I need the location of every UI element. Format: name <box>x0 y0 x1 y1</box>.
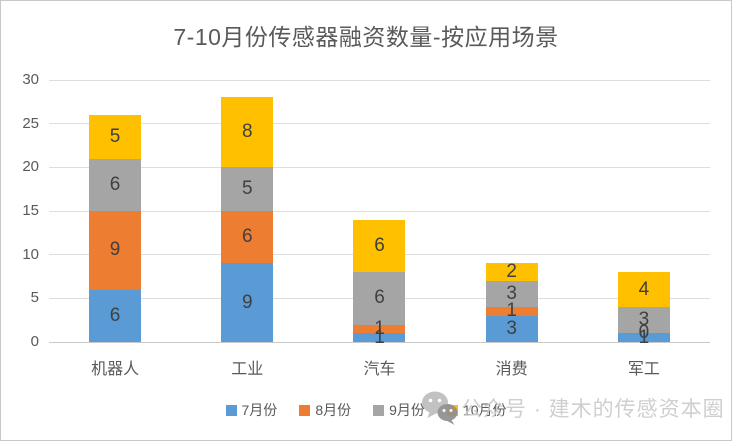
legend-item: 8月份 <box>299 400 351 420</box>
x-axis-line <box>49 341 710 343</box>
stacked-bar: 9 6 5 8 <box>221 97 274 342</box>
legend-marker <box>225 404 237 416</box>
chart-title: 7-10月份传感器融资数量-按应用场景 <box>173 24 559 50</box>
legend-marker <box>299 404 311 416</box>
legend: 7月份 8月份 9月份 10月份 <box>1 399 731 421</box>
x-axis-label: 工业 <box>231 361 264 378</box>
data-label: 3 <box>638 309 650 331</box>
bar-segment: 6 <box>353 272 406 325</box>
y-tick-label: 25 <box>22 114 39 132</box>
bar-segment: 1 <box>353 318 406 339</box>
bar-segment: 3 <box>485 280 538 308</box>
data-label: 6 <box>374 287 385 309</box>
legend-label: 10月份 <box>462 402 507 418</box>
data-label: 1 <box>638 326 650 348</box>
bar-segment: 5 <box>221 167 274 211</box>
data-label: 9 <box>241 291 253 313</box>
y-tick-label: 30 <box>22 71 39 88</box>
data-label: 6 <box>109 304 121 326</box>
bar-segment: 8 <box>221 97 274 168</box>
data-label: 2 <box>506 261 517 283</box>
legend-marker <box>373 404 385 416</box>
data-label: 6 <box>241 226 253 248</box>
bar-segment: 1 <box>353 327 406 348</box>
data-label: 3 <box>506 282 517 304</box>
wechat-icon <box>422 391 458 425</box>
data-label: 6 <box>109 173 121 195</box>
data-label: 9 <box>109 239 121 261</box>
y-tick-label: 0 <box>30 333 39 350</box>
y-tick-label: 5 <box>30 289 39 307</box>
bar-segment: 4 <box>617 272 670 308</box>
data-label: 1 <box>506 300 517 322</box>
bar-segment: 1 <box>617 327 670 348</box>
x-axis-label: 消费 <box>495 361 528 378</box>
bar-segment: 9 <box>89 211 142 290</box>
category-column: 9 6 5 8 <box>181 80 313 342</box>
x-axis-label: 机器人 <box>91 361 140 378</box>
y-tick-label: 15 <box>22 202 39 219</box>
data-label: 0 <box>638 322 650 344</box>
data-label: 1 <box>374 317 385 339</box>
data-label: 3 <box>506 317 517 339</box>
legend-label: 7月份 <box>241 402 278 418</box>
bar-segment: 3 <box>485 315 538 342</box>
data-label: 4 <box>638 278 650 300</box>
category-column: 6 9 6 5 <box>49 80 181 342</box>
x-axis-label: 军工 <box>627 361 660 378</box>
gridline <box>49 79 710 81</box>
y-tick-label: 10 <box>22 245 39 263</box>
legend-label: 9月份 <box>389 402 425 418</box>
gridline <box>49 210 710 212</box>
bar-segment: 5 <box>89 114 142 159</box>
bar-segment: 2 <box>485 261 538 283</box>
bar-segment: 6 <box>353 219 406 273</box>
y-tick-label: 20 <box>22 158 39 176</box>
bar-segment: 6 <box>221 211 274 264</box>
x-axis-label: 汽车 <box>363 361 396 378</box>
watermark: 公众号 · 建木的传感资本圈 <box>421 389 725 426</box>
gridline <box>49 123 710 125</box>
data-label: 5 <box>241 178 253 200</box>
legend-item: 7月份 <box>225 400 278 420</box>
legend-label: 8月份 <box>315 402 352 418</box>
bar-segment: 1 <box>485 300 538 321</box>
bar-segment: 6 <box>89 289 142 342</box>
bar-segment: 6 <box>89 158 142 211</box>
data-label: 6 <box>374 234 385 256</box>
watermark-text: 公众号 · 建木的传感资本圈 <box>461 397 725 421</box>
data-label: 5 <box>109 125 121 147</box>
legend-item: 9月份 <box>373 400 425 420</box>
bar-segment: 9 <box>221 263 274 342</box>
data-label: 8 <box>241 121 253 143</box>
bar-segment: 3 <box>617 307 670 334</box>
data-label: 1 <box>374 326 385 348</box>
gridline <box>49 166 710 168</box>
stacked-bar: 6 9 6 5 <box>89 114 142 342</box>
